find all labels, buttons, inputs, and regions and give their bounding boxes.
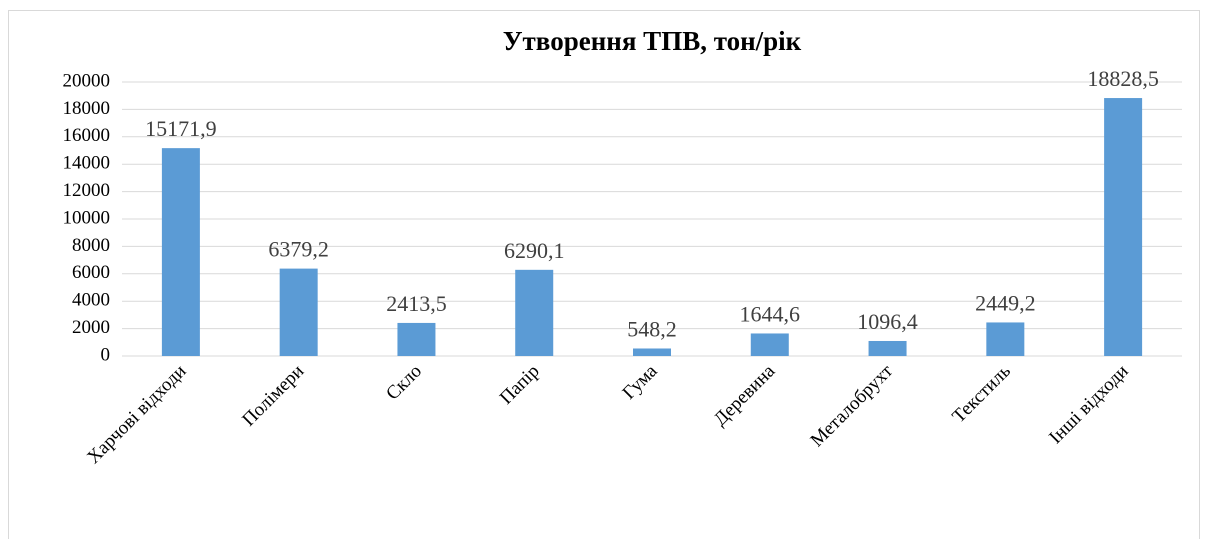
data-label: 15171,9 (145, 116, 217, 141)
y-tick-label: 20000 (63, 70, 111, 91)
bar (986, 322, 1025, 356)
chart-title: Утворення ТПВ, тон/рік (503, 26, 802, 56)
y-tick-label: 12000 (63, 180, 111, 201)
data-label: 18828,5 (1087, 66, 1159, 91)
data-label: 548,2 (627, 316, 677, 341)
y-tick-label: 8000 (72, 235, 110, 256)
data-label: 1096,4 (857, 309, 918, 334)
data-label: 2449,2 (975, 290, 1036, 315)
bar (868, 340, 907, 356)
y-tick-label: 14000 (63, 153, 111, 174)
chart-border (8, 10, 1200, 544)
data-label: 6290,1 (504, 238, 565, 263)
y-tick-label: 18000 (63, 98, 111, 119)
y-tick-label: 4000 (72, 290, 110, 311)
bar (1104, 98, 1143, 356)
y-tick-label: 2000 (72, 317, 110, 338)
y-tick-label: 16000 (63, 125, 111, 146)
y-tick-label: 0 (101, 344, 111, 365)
bar (397, 322, 436, 356)
y-tick-label: 6000 (72, 262, 110, 283)
bar (515, 269, 554, 356)
data-label: 2413,5 (386, 291, 447, 316)
data-label: 1644,6 (740, 301, 801, 326)
data-label: 6379,2 (268, 237, 329, 262)
bar (750, 333, 789, 356)
bar (279, 268, 318, 356)
bar (161, 148, 200, 356)
y-tick-label: 10000 (63, 207, 111, 228)
bar (633, 348, 671, 356)
